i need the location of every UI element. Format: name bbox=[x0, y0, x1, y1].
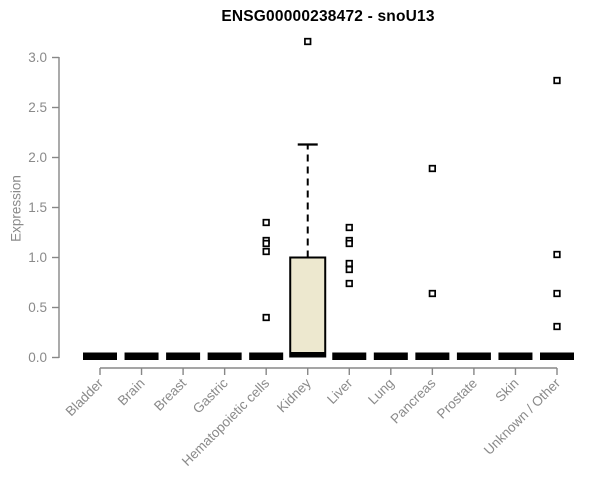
outlier-point bbox=[428, 289, 437, 298]
outlier-point bbox=[345, 239, 353, 248]
y-tick-label: 2.5 bbox=[28, 100, 47, 115]
y-tick-label: 1.5 bbox=[28, 200, 47, 215]
x-tick-label: Gastric bbox=[190, 375, 231, 416]
flat-box-2 bbox=[166, 352, 201, 360]
x-tick-label: Lung bbox=[365, 376, 397, 408]
outlier-point bbox=[553, 322, 561, 331]
x-tick-label: Breast bbox=[151, 375, 189, 413]
flat-box-7 bbox=[373, 352, 408, 360]
x-tick-label: Liver bbox=[324, 375, 356, 407]
flat-box-4 bbox=[249, 352, 284, 360]
outlier-point bbox=[553, 250, 561, 259]
y-tick-label: 1.0 bbox=[28, 250, 47, 265]
x-tick-label: Bladder bbox=[63, 375, 107, 419]
y-tick-label: 2.0 bbox=[28, 150, 47, 165]
outlier-point bbox=[553, 289, 561, 298]
outlier-point bbox=[262, 218, 270, 227]
outlier-point bbox=[345, 259, 353, 268]
y-tick-label: 0.5 bbox=[28, 300, 47, 315]
flat-box-9 bbox=[456, 352, 491, 360]
flat-box-10 bbox=[498, 352, 533, 360]
x-tick-label: Kidney bbox=[274, 375, 314, 415]
flat-box-1 bbox=[124, 352, 159, 360]
flat-box-3 bbox=[207, 352, 242, 360]
chart-title: ENSG00000238472 - snoU13 bbox=[221, 8, 435, 25]
outlier-point bbox=[428, 164, 437, 173]
outlier-point bbox=[345, 223, 353, 232]
outlier-point bbox=[262, 247, 270, 256]
outlier-point bbox=[304, 37, 312, 46]
flat-box-8 bbox=[415, 352, 450, 360]
flat-box-0 bbox=[83, 352, 117, 360]
outlier-point bbox=[262, 313, 270, 322]
outlier-point bbox=[345, 265, 353, 274]
flat-box-11 bbox=[540, 352, 574, 360]
x-tick-label: Pancreas bbox=[388, 375, 439, 426]
box-body bbox=[289, 256, 327, 358]
outlier-point bbox=[262, 239, 270, 248]
x-tick-label: Prostate bbox=[434, 376, 480, 422]
y-tick-label: 0.0 bbox=[28, 350, 47, 365]
y-tick-label: 3.0 bbox=[28, 50, 47, 65]
x-tick-label: Unknown / Other bbox=[481, 375, 564, 458]
x-tick-label: Skin bbox=[492, 376, 521, 405]
outlier-point bbox=[553, 76, 561, 85]
outlier-point bbox=[345, 279, 353, 288]
flat-box-6 bbox=[332, 352, 367, 360]
x-tick-label: Brain bbox=[115, 376, 148, 409]
